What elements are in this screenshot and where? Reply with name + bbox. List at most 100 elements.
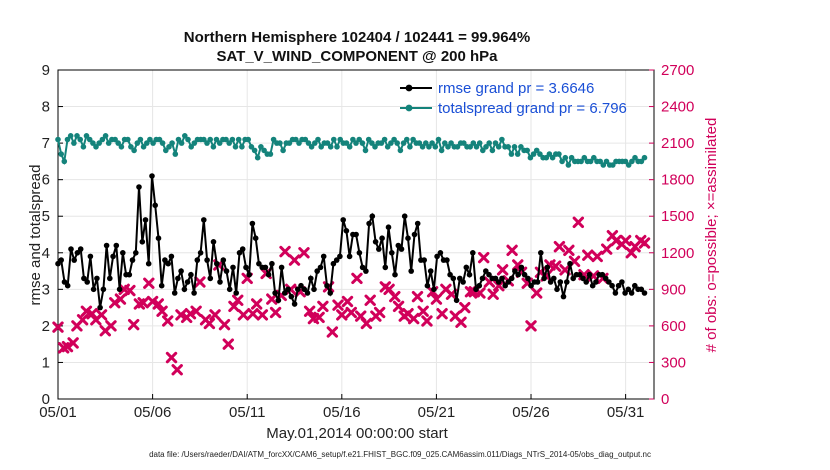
rmse-point (405, 235, 411, 241)
rmse-point (256, 260, 262, 267)
rmse-point (580, 275, 586, 282)
rmse-point (337, 253, 343, 260)
rmse-point (495, 279, 502, 285)
totalspread-point (150, 140, 156, 146)
totalspread-point (128, 144, 134, 150)
obs-assimilated-marker (332, 299, 344, 311)
totalspread-point (280, 147, 286, 154)
rmse-point (356, 250, 363, 256)
obs-assimilated-marker (303, 305, 316, 317)
obs-assimilated-marker (279, 245, 291, 258)
totalspread-point (191, 140, 198, 146)
rmse-point (447, 271, 453, 278)
rmse-point (505, 279, 512, 285)
rmse-point (285, 286, 291, 293)
rmse-point (622, 290, 628, 296)
obs-assimilated-marker (525, 320, 537, 332)
totalspread-point (407, 144, 413, 150)
obs-assimilated-marker (165, 351, 178, 364)
rmse-point (61, 279, 68, 285)
obs-assimilated-marker (171, 364, 183, 376)
totalspread-point (77, 136, 83, 143)
obs-assimilated-marker (373, 306, 386, 319)
obs-assimilated-marker (563, 244, 575, 257)
totalspread-point (423, 140, 429, 146)
totalspread-point (248, 144, 255, 150)
totalspread-point (556, 151, 562, 157)
rmse-point (314, 268, 321, 274)
rmse-point (194, 257, 201, 263)
rmse-point (262, 264, 269, 271)
rmse-point (486, 271, 492, 278)
totalspread-point (312, 140, 318, 146)
chart-title-line2: SAT_V_WIND_COMPONENT @ 200 hPa (216, 48, 498, 65)
totalspread-point (239, 144, 245, 150)
totalspread-point (204, 140, 210, 146)
obs-assimilated-marker (600, 243, 613, 255)
totalspread-point (80, 144, 87, 150)
rmse-point (233, 290, 239, 296)
totalspread-point (432, 144, 439, 150)
totalspread-point (147, 136, 153, 143)
totalspread-point (505, 144, 512, 150)
rmse-point (551, 275, 557, 282)
rmse-point (181, 286, 188, 293)
totalspread-point (381, 136, 388, 143)
y-right-tick-label: 300 (661, 354, 686, 371)
totalspread-point (286, 140, 293, 146)
rmse-point (389, 250, 395, 256)
rmse-point (408, 268, 415, 274)
obs-assimilated-marker (392, 300, 405, 313)
totalspread-point (99, 136, 106, 143)
rmse-point (291, 301, 298, 307)
rmse-point (457, 275, 463, 282)
totalspread-point (362, 147, 369, 154)
totalspread-point (603, 158, 610, 165)
obs-assimilated-marker (625, 247, 637, 259)
rmse-point (544, 264, 551, 271)
rmse-point (518, 264, 525, 271)
totalspread-point (258, 144, 264, 150)
rmse-point (564, 279, 570, 285)
totalspread-point (185, 136, 191, 143)
totalspread-point (118, 144, 125, 150)
obs-assimilated-marker (114, 293, 127, 305)
totalspread-point (461, 140, 467, 146)
y-right-tick-label: 2400 (661, 99, 694, 116)
obs-assimilated-marker (364, 294, 376, 306)
rmse-point (139, 239, 146, 245)
obs-assimilated-marker (184, 308, 197, 320)
y-left-tick-label: 6 (42, 172, 50, 189)
rmse-point (392, 271, 398, 278)
y-axis-left-label: rmse and totalspread (27, 165, 44, 306)
obs-assimilated-marker (269, 306, 282, 319)
rmse-point (324, 282, 330, 289)
totalspread-point (641, 154, 648, 161)
totalspread-point (549, 154, 556, 161)
totalspread-point (343, 140, 350, 146)
rmse-point (103, 242, 110, 249)
rmse-point (204, 257, 210, 263)
obs-assimilated-marker (124, 284, 136, 297)
totalspread-point (182, 133, 188, 139)
obs-assimilated-marker (250, 298, 263, 310)
rmse-point (528, 282, 534, 289)
obs-assimilated-marker (247, 308, 259, 320)
rmse-point (638, 286, 645, 293)
obs-assimilated-marker (222, 338, 234, 350)
rmse-point (431, 286, 437, 293)
obs-assimilated-marker (67, 337, 79, 349)
rmse-point (547, 279, 554, 285)
obs-assimilated-marker (417, 305, 429, 317)
rmse-point (278, 264, 285, 271)
y-right-tick-label: 900 (661, 281, 686, 298)
totalspread-point (359, 140, 366, 146)
rmse-point (126, 271, 133, 278)
totalspread-point (267, 151, 274, 157)
totalspread-point (115, 140, 121, 146)
totalspread-point (511, 144, 518, 150)
rmse-point (560, 293, 567, 300)
rmse-point (641, 290, 648, 296)
rmse-point (628, 290, 635, 296)
rmse-point (165, 260, 171, 267)
